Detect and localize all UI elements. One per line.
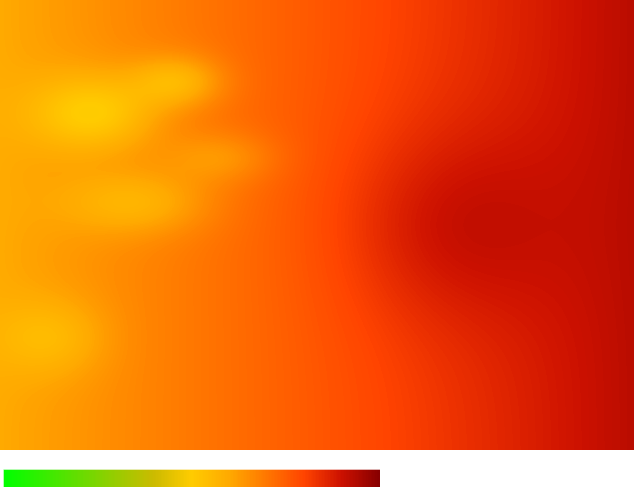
Text: Temperature 2m Spread mean+σ [°C] ECMWF: Temperature 2m Spread mean+σ [°C] ECMWF — [3, 451, 247, 461]
Text: © weatheronline.co.uk: © weatheronline.co.uk — [500, 479, 631, 489]
Text: Su 30-06-2024 06:00 UTC (00+150): Su 30-06-2024 06:00 UTC (00+150) — [431, 451, 631, 461]
